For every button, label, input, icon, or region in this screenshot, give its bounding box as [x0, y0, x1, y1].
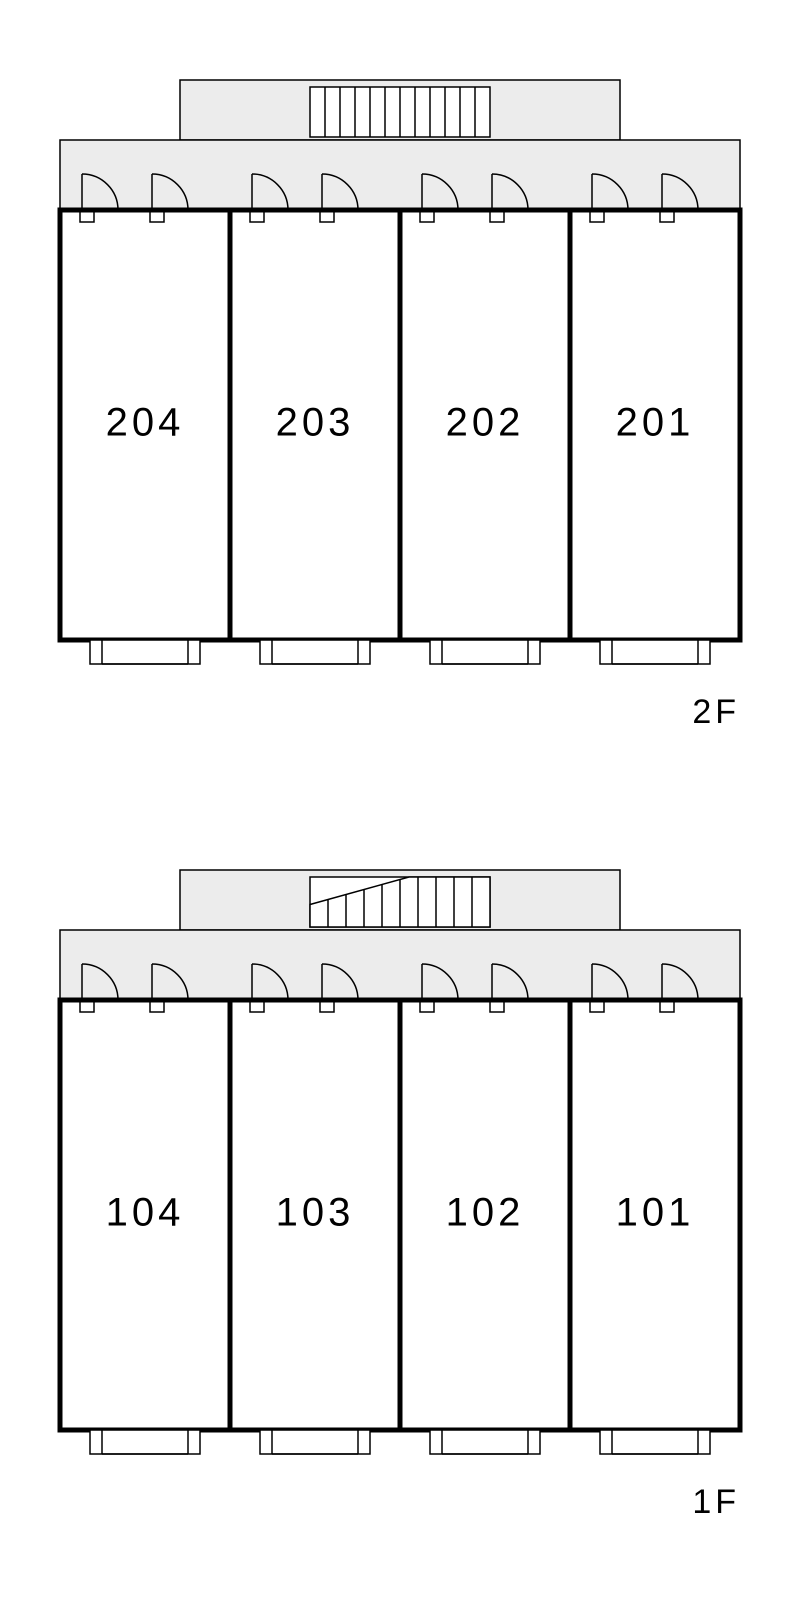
unit-label: 104: [106, 1191, 185, 1235]
floor-label: 1F: [692, 1483, 740, 1521]
floor-label: 2F: [692, 693, 740, 731]
unit-label: 202: [446, 401, 525, 445]
unit-label: 204: [106, 401, 185, 445]
unit-label: 102: [446, 1191, 525, 1235]
unit-label: 101: [616, 1191, 695, 1235]
floor-2F: 204 203 202 201 2F: [60, 80, 740, 731]
unit-label: 201: [616, 401, 695, 445]
unit-label: 203: [276, 401, 355, 445]
floor-1F: 104 103 102 101 1F: [60, 870, 740, 1521]
floor-plan-diagram: 204 203 202 201 2F 104 103 102 101 1F: [0, 0, 800, 1614]
unit-label: 103: [276, 1191, 355, 1235]
